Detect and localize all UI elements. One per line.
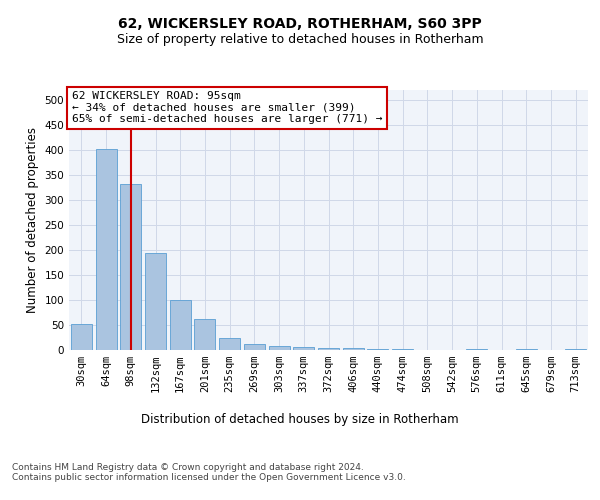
Bar [343, 348, 364, 350]
Text: 62 WICKERSLEY ROAD: 95sqm
← 34% of detached houses are smaller (399)
65% of semi: 62 WICKERSLEY ROAD: 95sqm ← 34% of detac… [71, 92, 382, 124]
Bar [145, 254, 166, 350]
Bar [120, 184, 141, 350]
Text: Size of property relative to detached houses in Rotherham: Size of property relative to detached ho… [116, 32, 484, 46]
Bar [269, 346, 290, 350]
Text: Contains HM Land Registry data © Crown copyright and database right 2024.
Contai: Contains HM Land Registry data © Crown c… [12, 462, 406, 482]
Bar [71, 324, 92, 350]
Bar [293, 346, 314, 350]
Text: 62, WICKERSLEY ROAD, ROTHERHAM, S60 3PP: 62, WICKERSLEY ROAD, ROTHERHAM, S60 3PP [118, 18, 482, 32]
Bar [392, 349, 413, 350]
Bar [367, 349, 388, 350]
Bar [170, 300, 191, 350]
Bar [565, 349, 586, 350]
Text: Distribution of detached houses by size in Rotherham: Distribution of detached houses by size … [141, 412, 459, 426]
Y-axis label: Number of detached properties: Number of detached properties [26, 127, 39, 313]
Bar [516, 349, 537, 350]
Bar [244, 344, 265, 350]
Bar [318, 348, 339, 350]
Bar [95, 149, 116, 350]
Bar [466, 349, 487, 350]
Bar [219, 338, 240, 350]
Bar [194, 318, 215, 350]
